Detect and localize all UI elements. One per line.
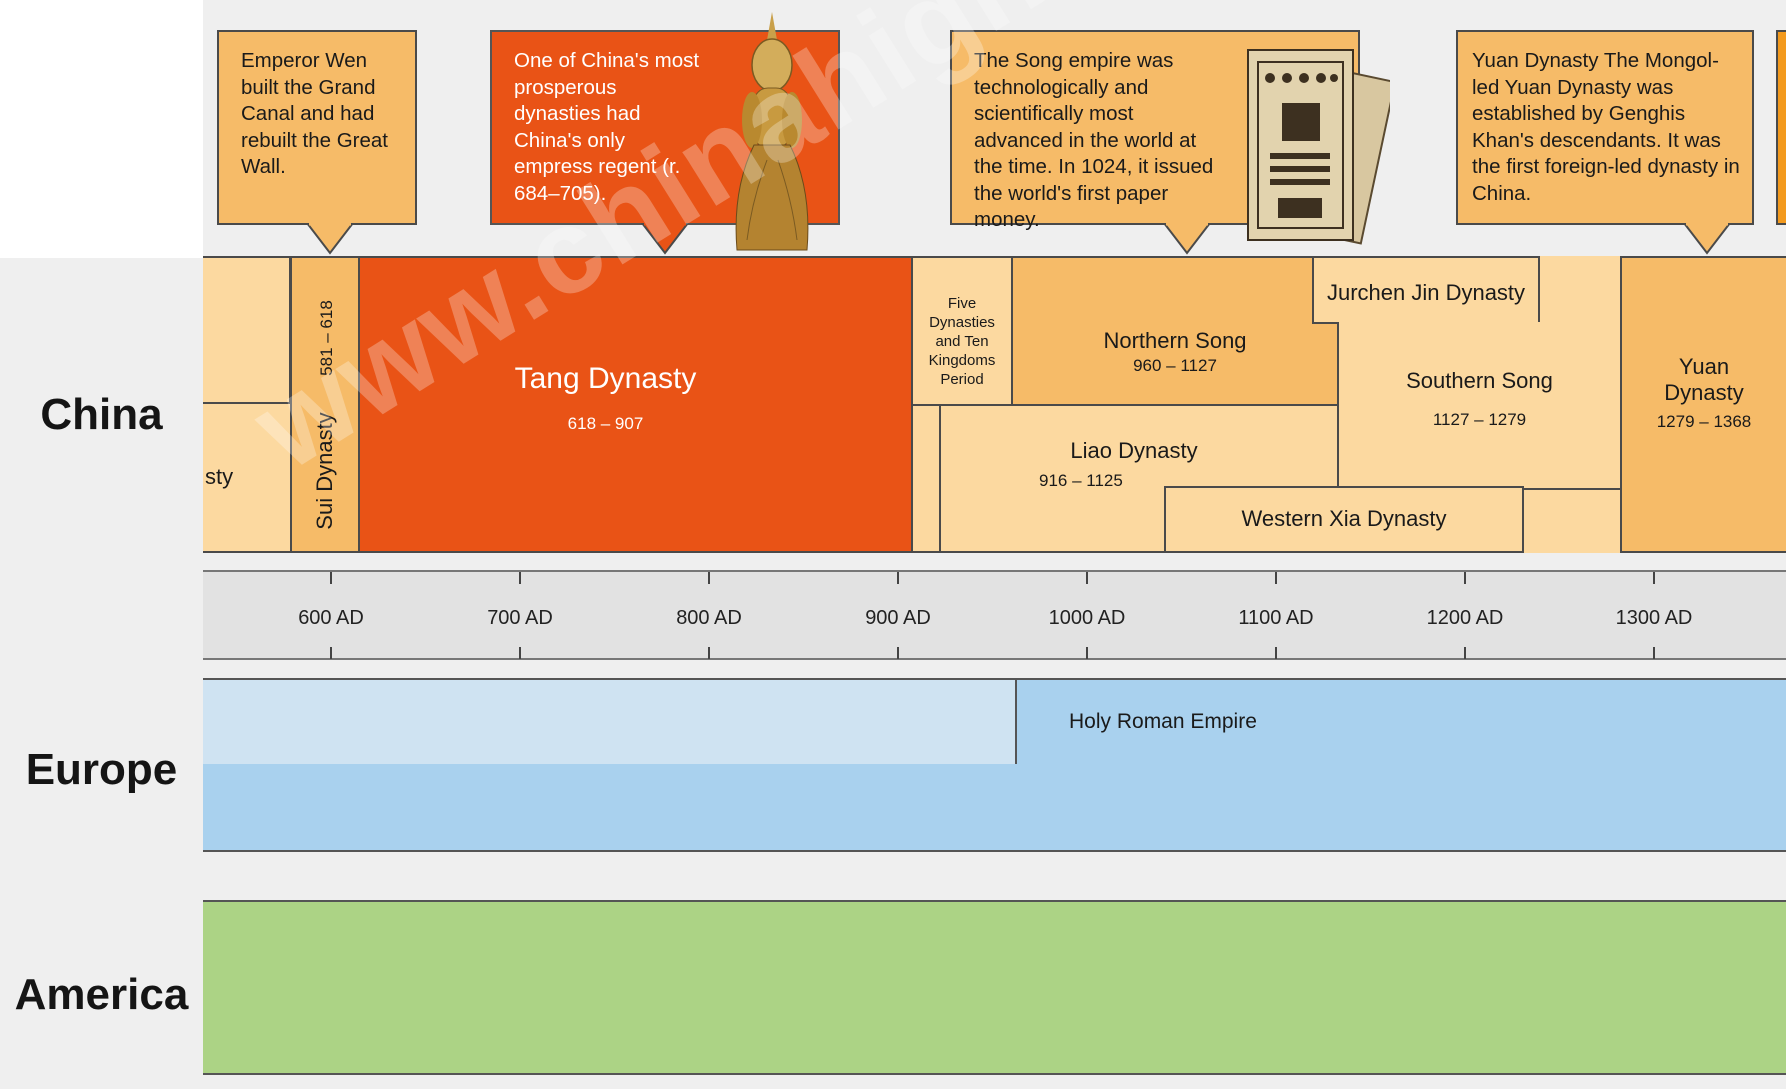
top-left-blank xyxy=(0,0,203,258)
dynasty-jurchen-jin: Jurchen Jin Dynasty xyxy=(1312,256,1540,324)
dynasty-yuan-years: 1279 – 1368 xyxy=(1656,412,1752,431)
callout-sui-pointer xyxy=(305,223,355,255)
axis-tick-mark xyxy=(1275,572,1277,584)
dynasty-liao-name: Liao Dynasty xyxy=(1070,438,1198,463)
dynasty-yuan-name: Yuan Dynasty xyxy=(1664,354,1744,405)
axis-tick-label: 1000 AD xyxy=(1048,607,1126,629)
dynasty-five: Five Dynasties and Ten Kingdoms Period xyxy=(911,256,1013,406)
callout-tang-pointer xyxy=(640,223,690,255)
dynasty-tang: Tang Dynasty 618 – 907 xyxy=(358,256,913,553)
axis-tick-mark xyxy=(519,572,521,584)
region-label-china: China xyxy=(40,390,163,439)
dynasty-southern-song: Southern Song 1127 – 1279 xyxy=(1337,322,1622,490)
axis-tick-mark xyxy=(897,572,899,584)
dynasty-yuan: Yuan Dynasty 1279 – 1368 xyxy=(1620,256,1786,553)
axis-tick-mark xyxy=(330,647,332,659)
callout-tang-text: One of China's most prosperous dynasties… xyxy=(514,49,700,205)
axis-tick-mark xyxy=(519,647,521,659)
axis-tick-mark xyxy=(330,572,332,584)
dynasty-sui-name: Sui Dynasty xyxy=(312,412,337,530)
dynasty-western-xia-name: Western Xia Dynasty xyxy=(1241,506,1447,531)
dynasty-northern-song-name: Northern Song xyxy=(1103,328,1247,353)
axis-tick-mark xyxy=(1275,647,1277,659)
europe-band-bottom xyxy=(203,764,1786,852)
holy-roman-empire-block: Holy Roman Empire xyxy=(1015,678,1786,766)
dynasty-prior-top xyxy=(203,256,291,404)
axis-tick-mark xyxy=(1653,647,1655,659)
dynasty-prior-label: sty xyxy=(205,464,234,489)
dynasty-tang-name: Tang Dynasty xyxy=(514,362,697,395)
axis-tick-label: 800 AD xyxy=(676,607,742,629)
dynasty-five-lower xyxy=(911,404,941,553)
axis-tick-label: 900 AD xyxy=(865,607,931,629)
axis-tick-mark xyxy=(1653,572,1655,584)
callout-yuan-pointer xyxy=(1682,223,1732,255)
callout-yuan-text: Yuan Dynasty The Mongol-led Yuan Dynasty… xyxy=(1472,49,1740,205)
holy-roman-empire-label: Holy Roman Empire xyxy=(1069,710,1257,733)
dynasty-southern-song-name: Southern Song xyxy=(1406,368,1553,393)
callout-song-text: The Song empire was technologically and … xyxy=(974,49,1214,231)
axis-tick-mark xyxy=(1086,647,1088,659)
callout-sui: Emperor Wen built the Grand Canal and ha… xyxy=(217,30,417,225)
dynasty-sui: 581 – 618 Sui Dynasty xyxy=(290,256,360,553)
paper-money-image xyxy=(1247,49,1390,245)
dynasty-liao: Liao Dynasty 916 – 1125 xyxy=(939,404,1339,553)
callout-sui-text: Emperor Wen built the Grand Canal and ha… xyxy=(241,49,388,178)
axis-tick-mark xyxy=(1464,647,1466,659)
dynasty-southern-song-years: 1127 – 1279 xyxy=(1432,410,1527,429)
callout-song-pointer xyxy=(1162,223,1212,255)
axis-tick-mark xyxy=(897,647,899,659)
axis-tick-mark xyxy=(708,647,710,659)
tang-figurine-image xyxy=(735,12,809,251)
axis-tick-label: 600 AD xyxy=(298,607,364,629)
dynasty-northern-song: Northern Song 960 – 1127 xyxy=(1011,256,1339,406)
southern-song-overlay xyxy=(1337,322,1622,488)
axis-tick-label: 1300 AD xyxy=(1615,607,1693,629)
callout-yuan: Yuan Dynasty The Mongol-led Yuan Dynasty… xyxy=(1456,30,1754,225)
region-label-america: America xyxy=(14,970,189,1019)
timeline-axis xyxy=(203,570,1786,660)
dynasty-tang-years: 618 – 907 xyxy=(567,414,644,433)
america-band xyxy=(203,900,1786,1075)
dynasty-northern-song-years: 960 – 1127 xyxy=(1133,356,1217,375)
axis-tick-mark xyxy=(1464,572,1466,584)
dynasty-jurchen-jin-name: Jurchen Jin Dynasty xyxy=(1326,280,1526,305)
axis-tick-mark xyxy=(708,572,710,584)
region-label-europe: Europe xyxy=(25,745,178,794)
dynasty-liao-years: 916 – 1125 xyxy=(1039,471,1123,490)
axis-tick-label: 1100 AD xyxy=(1238,607,1314,629)
dynasty-western-xia: Western Xia Dynasty xyxy=(1164,486,1524,553)
callout-next-edge xyxy=(1776,30,1786,225)
axis-tick-label: 700 AD xyxy=(487,607,553,629)
axis-tick-label: 1200 AD xyxy=(1426,607,1504,629)
axis-tick-mark xyxy=(1086,572,1088,584)
